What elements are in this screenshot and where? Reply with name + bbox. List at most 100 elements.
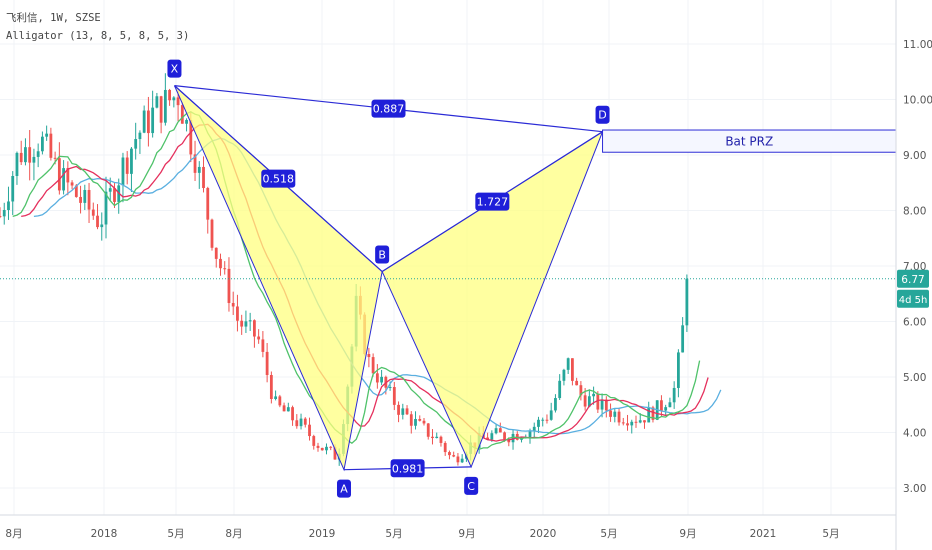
candle-body bbox=[333, 447, 337, 460]
candle-body bbox=[87, 189, 91, 210]
xab-triangle bbox=[174, 85, 383, 472]
candle-body bbox=[638, 420, 642, 423]
candle-body bbox=[596, 393, 600, 410]
candle-body bbox=[180, 105, 184, 124]
candle-body bbox=[147, 110, 150, 134]
candle-body bbox=[219, 258, 222, 269]
candle-body bbox=[583, 395, 587, 407]
candle-body bbox=[592, 393, 595, 397]
candle-body bbox=[159, 96, 163, 123]
candle-body bbox=[19, 152, 23, 163]
candle-body bbox=[41, 136, 44, 152]
time-tick-label: 2019 bbox=[309, 528, 336, 540]
candle-body bbox=[571, 358, 574, 381]
symbol-legend[interactable]: 飞利信, 1W, SZSE bbox=[6, 12, 101, 24]
candle-body bbox=[490, 433, 494, 440]
candle-body bbox=[664, 407, 668, 411]
candle-body bbox=[0, 216, 2, 218]
candle-body bbox=[681, 325, 685, 353]
candle-body bbox=[562, 369, 566, 381]
price-tick-label: 4.00 bbox=[903, 428, 926, 440]
candle-body bbox=[104, 191, 108, 225]
candle-body bbox=[401, 408, 405, 415]
candle-body bbox=[558, 380, 562, 399]
candle-body bbox=[261, 339, 265, 352]
price-tick-label: 6.00 bbox=[903, 317, 926, 329]
ratio-label: 0.887 bbox=[373, 103, 405, 116]
candle-body bbox=[257, 336, 261, 340]
alligator-jaw-line bbox=[33, 137, 722, 435]
candle-body bbox=[392, 387, 396, 405]
candle-body bbox=[397, 404, 400, 415]
price-tick-label: 11.00 bbox=[903, 39, 932, 51]
candle-body bbox=[367, 354, 371, 358]
candle-body bbox=[291, 407, 294, 421]
candle-body bbox=[269, 375, 273, 400]
candle-body bbox=[108, 188, 112, 192]
candle-body bbox=[231, 303, 235, 307]
candle-body bbox=[70, 182, 74, 186]
candle-body bbox=[511, 433, 515, 443]
candle-body bbox=[100, 224, 104, 228]
candle-body bbox=[486, 437, 489, 440]
candle-body bbox=[685, 278, 689, 326]
candle-body bbox=[189, 119, 193, 155]
candle-body bbox=[435, 436, 439, 439]
price-tick-label: 3.00 bbox=[903, 483, 926, 495]
alligator-lips-line bbox=[12, 111, 701, 450]
alligator-teeth-line bbox=[21, 123, 709, 442]
candle-body bbox=[210, 219, 214, 248]
candle-body bbox=[303, 418, 307, 425]
candle-body bbox=[2, 210, 6, 217]
price-tick-label: 10.00 bbox=[903, 95, 932, 107]
candle-body bbox=[265, 351, 269, 376]
ratio-badge bbox=[475, 192, 510, 211]
candle-body bbox=[7, 201, 10, 211]
candle-body bbox=[579, 385, 583, 396]
candle-body bbox=[388, 387, 392, 389]
candle-body bbox=[57, 158, 61, 191]
indicator-legend[interactable]: Alligator (13, 8, 5, 8, 5, 3) bbox=[6, 30, 190, 42]
candle-body bbox=[227, 268, 231, 304]
candle-body bbox=[537, 419, 540, 427]
candle-body bbox=[299, 418, 303, 427]
time-tick-label: 9月 bbox=[679, 528, 696, 540]
point-label-d: D bbox=[598, 109, 606, 122]
candle-body bbox=[286, 407, 290, 412]
candle-body bbox=[253, 320, 256, 337]
candle-body bbox=[566, 358, 570, 370]
candle-body bbox=[617, 411, 621, 423]
candle-body bbox=[185, 119, 188, 124]
candle-body bbox=[647, 407, 651, 423]
candle-body bbox=[498, 428, 502, 433]
candle-body bbox=[621, 422, 625, 424]
candle-body bbox=[320, 447, 324, 451]
candle-body bbox=[138, 132, 142, 140]
candle-body bbox=[630, 421, 634, 426]
candle-body bbox=[409, 414, 413, 426]
time-tick-label: 5月 bbox=[600, 528, 617, 540]
candle-body bbox=[79, 196, 82, 203]
candle-body bbox=[575, 380, 579, 386]
last-price-badge bbox=[897, 269, 929, 288]
candle-body bbox=[380, 376, 383, 383]
candle-body bbox=[125, 157, 129, 174]
time-tick-label: 5月 bbox=[167, 528, 184, 540]
candle-body bbox=[549, 410, 553, 420]
candle-body bbox=[53, 157, 57, 159]
candle-body bbox=[113, 188, 116, 202]
candle-body bbox=[545, 419, 549, 421]
ratio-badge bbox=[390, 459, 425, 478]
candle-body bbox=[532, 426, 536, 432]
candle-body bbox=[45, 133, 49, 137]
candle-body bbox=[672, 387, 676, 403]
candle-body bbox=[668, 402, 672, 408]
candle-body bbox=[494, 428, 498, 434]
ratio-badge bbox=[261, 169, 296, 188]
candle-body bbox=[634, 421, 638, 423]
point-badge-d bbox=[595, 105, 610, 124]
candle-body bbox=[371, 357, 375, 374]
candle-body bbox=[202, 166, 205, 189]
candle-body bbox=[528, 431, 532, 438]
